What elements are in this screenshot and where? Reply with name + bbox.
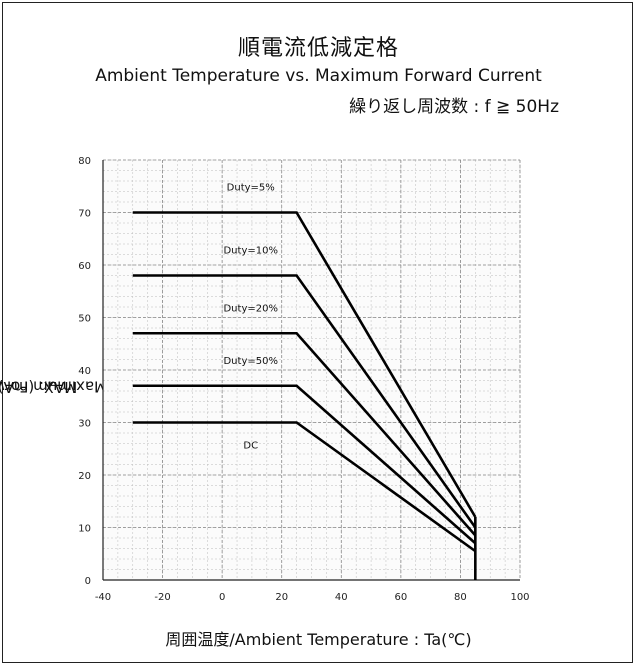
y-tick-label: 50	[78, 314, 91, 325]
series-label: Duty=5%	[227, 183, 275, 194]
x-tick-label: 80	[454, 592, 467, 603]
series-line	[132, 274, 477, 529]
x-tick-label: -20	[154, 592, 170, 603]
y-tick-label: 0	[85, 576, 91, 587]
series-label: Duty=10%	[223, 246, 277, 257]
x-tick-label: 20	[275, 592, 288, 603]
series-line	[132, 384, 477, 545]
y-tick-label: 60	[78, 261, 91, 272]
y-tick-label: 80	[78, 156, 91, 167]
y-tick-label: 10	[78, 524, 91, 535]
series-line	[132, 421, 477, 553]
y-tick-label: 20	[78, 471, 91, 482]
y-tick-label: 70	[78, 209, 91, 220]
x-tick-label: 100	[510, 592, 529, 603]
series-line	[132, 211, 477, 518]
series-line	[132, 331, 477, 537]
chart-title: 順電流低減定格	[237, 36, 399, 61]
x-tick-label: -40	[95, 592, 111, 603]
y-tick-label: 30	[78, 419, 91, 430]
frequency-note: 繰り返し周波数 : f ≧ 50Hz	[349, 97, 559, 117]
series-label: Duty=20%	[223, 303, 277, 314]
x-tick-label: 40	[335, 592, 348, 603]
x-axis-label: 周囲温度/Ambient Temperature : Ta(℃)	[165, 630, 472, 649]
chart-subtitle: Ambient Temperature vs. Maximum Forward …	[95, 66, 542, 86]
series-label: Duty=50%	[223, 356, 277, 367]
y-tick-label: 40	[78, 366, 91, 377]
x-tick-label: 0	[219, 592, 225, 603]
series-label: DC	[243, 441, 258, 452]
x-tick-label: 60	[394, 592, 407, 603]
